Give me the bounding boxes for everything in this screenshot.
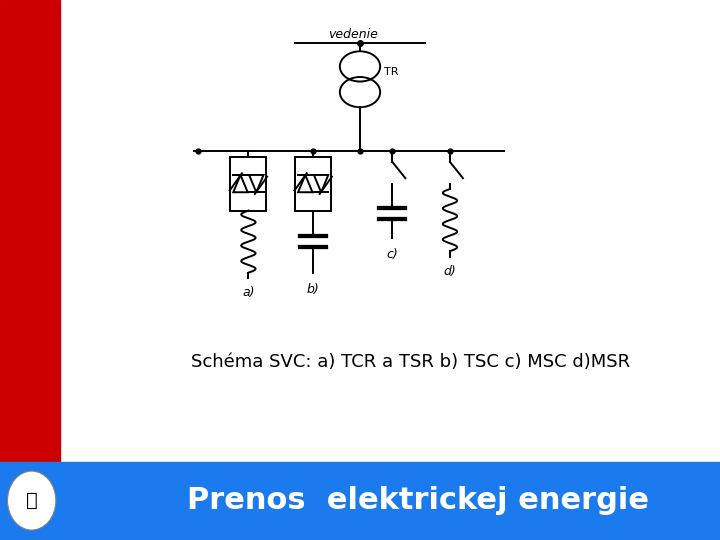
Bar [230,157,266,211]
Circle shape [7,471,56,530]
Text: b): b) [307,284,320,296]
Text: 🎓: 🎓 [26,491,37,510]
Text: c): c) [387,248,398,261]
Text: Prenos  elektrickej energie: Prenos elektrickej energie [186,486,649,515]
Text: TR: TR [384,67,398,77]
Text: d): d) [444,265,456,278]
Text: Schéma SVC: a) TCR a TSR b) TSC c) MSC d)MSR: Schéma SVC: a) TCR a TSR b) TSC c) MSC d… [191,353,630,371]
Text: a): a) [242,286,255,299]
Text: vedenie: vedenie [328,28,378,40]
Bar [295,157,331,211]
